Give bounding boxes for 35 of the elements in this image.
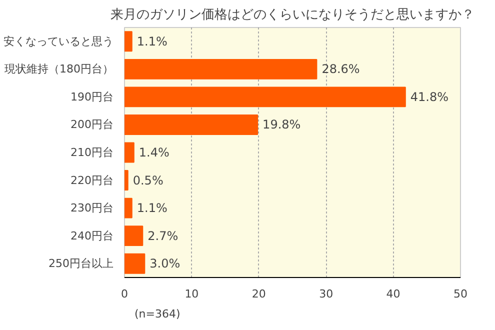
chart-title: 来月のガソリン価格はどのくらいになりそうだと思いますか？: [110, 8, 474, 22]
y-tick-label: 240円台: [70, 229, 114, 242]
y-tick-label: 210円台: [70, 146, 114, 159]
x-tick-label: 0: [121, 288, 128, 300]
x-tick-label: 30: [319, 288, 334, 300]
y-tick-label: 230円台: [70, 202, 114, 215]
y-tick-label: 220円台: [70, 174, 114, 187]
data-label: 19.8%: [262, 118, 301, 132]
data-label: 41.8%: [410, 90, 449, 104]
y-tick-label: 現状維持（180円台）: [4, 62, 114, 76]
data-label: 3.0%: [150, 256, 180, 271]
data-label: 28.6%: [322, 62, 360, 76]
x-tick-label: 10: [184, 288, 199, 300]
bar: [124, 198, 132, 218]
bar: [124, 31, 132, 52]
bar: [124, 226, 144, 246]
text: (n=364): [134, 308, 180, 320]
y-tick-label: 200円台: [70, 118, 114, 132]
data-label: 1.4%: [138, 146, 170, 160]
bar: [124, 58, 318, 80]
x-tick-label: 50: [454, 288, 468, 300]
bar: [124, 114, 258, 135]
y-tick-label: 190円台: [70, 90, 114, 104]
x-tick-label: 20: [252, 288, 266, 300]
data-label: 0.5%: [132, 173, 164, 188]
y-tick-label: 安くなっていると思う: [4, 34, 114, 48]
y-tick-label: 250円台以上: [48, 257, 114, 270]
bar: [124, 86, 406, 108]
data-label: 1.1%: [136, 34, 168, 48]
bar: [124, 142, 134, 163]
data-label: 1.1%: [136, 201, 168, 216]
x-tick-label: 40: [386, 288, 400, 300]
data-label: 2.7%: [148, 228, 178, 243]
bar: [124, 170, 128, 190]
bar: [124, 253, 146, 274]
